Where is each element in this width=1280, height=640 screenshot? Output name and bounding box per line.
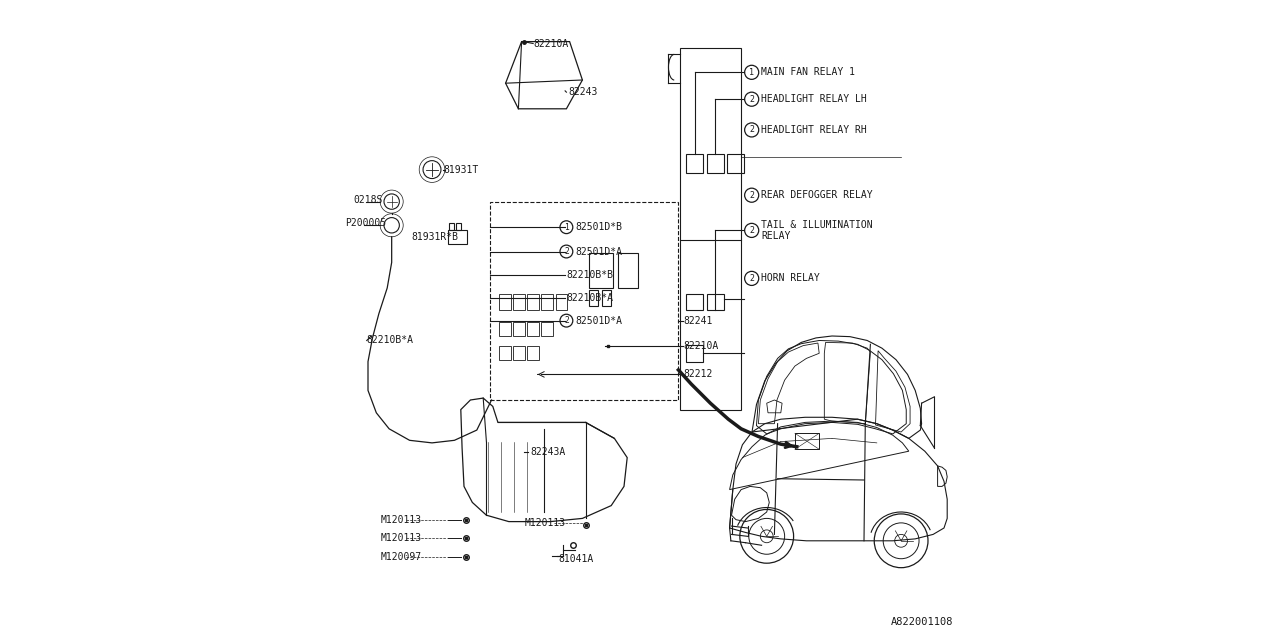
Text: 82210A: 82210A xyxy=(684,340,719,351)
Text: HEADLIGHT RELAY RH: HEADLIGHT RELAY RH xyxy=(762,125,867,135)
Bar xyxy=(680,48,741,410)
Text: M120113: M120113 xyxy=(381,515,422,525)
Text: 0218S: 0218S xyxy=(353,195,383,205)
Text: 2: 2 xyxy=(749,191,754,200)
Bar xyxy=(513,346,525,360)
Bar xyxy=(795,433,819,449)
Text: HORN RELAY: HORN RELAY xyxy=(762,273,820,284)
Bar xyxy=(686,345,703,362)
Bar xyxy=(527,294,539,310)
Bar xyxy=(499,322,511,336)
Text: M120113: M120113 xyxy=(525,518,566,528)
Bar xyxy=(686,154,703,173)
Bar xyxy=(449,223,454,230)
Text: 82212: 82212 xyxy=(684,369,713,380)
Bar xyxy=(499,294,511,310)
Text: REAR DEFOGGER RELAY: REAR DEFOGGER RELAY xyxy=(762,190,873,200)
Text: 1: 1 xyxy=(564,223,568,232)
Text: 82243A: 82243A xyxy=(530,447,566,458)
Bar xyxy=(618,253,639,288)
Text: 2: 2 xyxy=(749,125,754,134)
Bar xyxy=(457,223,462,230)
Text: MAIN FAN RELAY 1: MAIN FAN RELAY 1 xyxy=(762,67,855,77)
Bar xyxy=(541,322,553,336)
Text: 82501D*B: 82501D*B xyxy=(576,222,622,232)
Bar xyxy=(556,294,567,310)
Bar xyxy=(541,294,553,310)
Bar xyxy=(513,294,525,310)
Bar xyxy=(707,294,723,310)
Text: HEADLIGHT RELAY LH: HEADLIGHT RELAY LH xyxy=(762,94,867,104)
Bar xyxy=(707,154,723,173)
Bar xyxy=(686,294,703,310)
Text: M120097: M120097 xyxy=(381,552,422,562)
Text: 82243: 82243 xyxy=(568,87,598,97)
Text: 81931R*B: 81931R*B xyxy=(411,232,458,243)
Text: 81931T: 81931T xyxy=(444,164,479,175)
Text: 2: 2 xyxy=(749,226,754,235)
Bar xyxy=(727,154,744,173)
Text: 82210B*A: 82210B*A xyxy=(367,335,413,346)
Bar xyxy=(589,253,613,288)
Bar xyxy=(589,290,599,306)
Text: 82210B*B: 82210B*B xyxy=(566,269,613,280)
Text: 82501D*A: 82501D*A xyxy=(576,316,622,326)
Text: 2: 2 xyxy=(749,274,754,283)
Text: P200005: P200005 xyxy=(346,218,387,228)
Text: 81041A: 81041A xyxy=(559,554,594,564)
Text: 1: 1 xyxy=(749,68,754,77)
Bar xyxy=(499,346,511,360)
Text: M120113: M120113 xyxy=(381,532,422,543)
Bar xyxy=(513,322,525,336)
Bar xyxy=(602,290,612,306)
Text: 82210A: 82210A xyxy=(534,38,570,49)
Text: 82241: 82241 xyxy=(684,316,713,326)
Text: A822001108: A822001108 xyxy=(891,617,954,627)
Bar xyxy=(448,230,467,244)
Text: 82501D*A: 82501D*A xyxy=(576,246,622,257)
Bar xyxy=(527,346,539,360)
Text: TAIL & ILLUMINATION
RELAY: TAIL & ILLUMINATION RELAY xyxy=(762,220,873,241)
Text: 2: 2 xyxy=(564,316,568,325)
Text: 2: 2 xyxy=(749,95,754,104)
Text: 82210B*A: 82210B*A xyxy=(566,292,613,303)
Bar xyxy=(490,202,678,400)
Text: 2: 2 xyxy=(564,247,568,256)
Bar xyxy=(527,322,539,336)
